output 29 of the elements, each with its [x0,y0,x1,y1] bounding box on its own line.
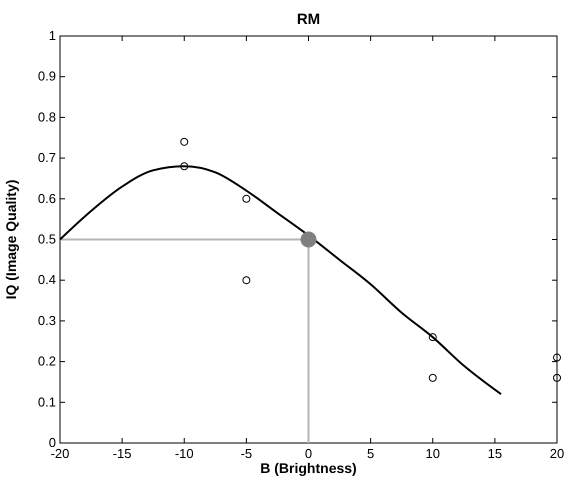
point [553,354,561,362]
x-tick-label: -5 [240,446,252,461]
point [180,162,188,170]
y-tick-label: 0.3 [38,312,56,328]
point [242,194,250,203]
x-tick-label: 15 [488,446,502,461]
chart-title: RM [296,11,320,28]
x-tick-label: 5 [367,446,374,461]
x-tick-label: 0 [304,446,312,461]
point [428,374,437,382]
y-tick-label: 0.2 [38,354,56,369]
x-tick-label: -15 [112,446,132,461]
point [553,374,561,382]
y-tick-label: 1 [48,28,56,43]
y-tick-label: 0.5 [38,232,56,246]
y-tick-label: 0.8 [38,109,56,124]
y-tick-label: 0.4 [38,272,56,288]
y-tick-label: 0.7 [38,150,56,166]
x-tick-label: 10 [426,446,440,461]
x-tick-label: -10 [174,446,194,461]
x-axis-title: B (Brightness) [260,460,357,476]
point [180,138,188,146]
y-axis-title: IQ (Image Quality) [3,180,19,300]
y-tick-label: 0.6 [38,190,56,206]
x-tick-label: 20 [550,446,564,461]
point [428,333,437,342]
y-tick-label: 0.1 [38,394,56,410]
point [242,276,250,284]
y-tick-label: 0.9 [38,68,56,84]
